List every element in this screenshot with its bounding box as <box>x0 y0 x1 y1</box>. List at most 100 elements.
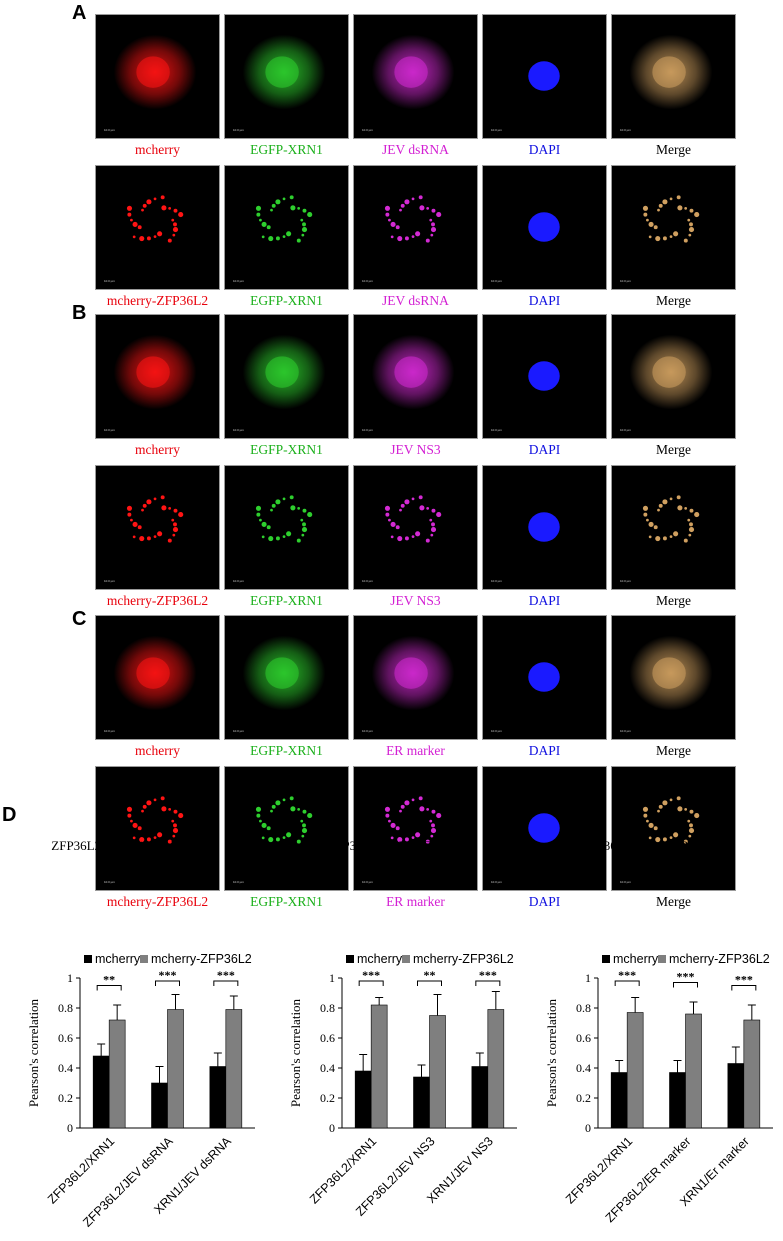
micrograph-merge: 10.0 µm <box>611 766 736 891</box>
bar-mcherry-zfp36l2 <box>487 1009 505 1129</box>
y-tick-label: 0.8 <box>58 1001 73 1015</box>
channel-label-third-channel: JEV dsRNA <box>382 142 449 157</box>
legend-swatch <box>402 955 410 963</box>
channel-label-merge: Merge <box>656 593 691 608</box>
channel-label-mcherry: mcherry <box>135 142 180 157</box>
scale-bar-label: 10.0 µm <box>233 579 244 583</box>
scale-bar-label: 10.0 µm <box>233 279 244 283</box>
bar-mcherry <box>354 1070 372 1129</box>
significance-stars: *** <box>735 973 753 987</box>
y-tick-label: 0 <box>67 1121 73 1135</box>
y-tick-label: 0 <box>585 1121 591 1135</box>
channel-label-dapi: DAPI <box>528 894 561 909</box>
scale-bar-label: 10.0 µm <box>620 428 631 432</box>
bar-chart-svg: 0 0.2 0.4 0.6 0.8 1 Pearson's correlation mcher… <box>544 952 773 1225</box>
image-row: 10.0 µm 10.0 µm 10.0 µm 10.0 µm 10.0 µm <box>95 165 740 290</box>
scale-bar-label: 10.0 µm <box>233 880 244 884</box>
y-tick-label: 0.6 <box>576 1031 591 1045</box>
image-row: 10.0 µm 10.0 µm 10.0 µm 10.0 µm 10.0 µm <box>95 314 740 439</box>
image-row: 10.0 µm 10.0 µm 10.0 µm 10.0 µm 10.0 µm <box>95 14 740 139</box>
bar-chart-svg: 0 0.2 0.4 0.6 0.8 1 Pearson's correlation mcher… <box>26 952 255 1230</box>
image-row: 10.0 µm 10.0 µm 10.0 µm 10.0 µm 10.0 µm <box>95 465 740 590</box>
significance-bracket <box>417 980 442 986</box>
chart-er: ZFP36L2/XRN1/ER maker 0 0.2 0.4 0.6 0.8 1 Pear… <box>528 838 778 1238</box>
significance-bracket <box>213 980 239 986</box>
micrograph-merge: 10.0 µm <box>611 165 736 290</box>
channel-label-row: mcherry-ZFP36L2 EGFP-XRN1 JEV NS3 DAPI Merge <box>95 590 740 612</box>
significance-bracket <box>475 980 501 986</box>
legend-swatch <box>658 955 666 963</box>
significance-bracket <box>673 982 698 988</box>
bar-mcherry-zfp36l2 <box>429 1015 446 1129</box>
channel-label-dapi: DAPI <box>528 593 561 608</box>
legend-swatch <box>602 955 610 963</box>
bar-mcherry <box>471 1066 489 1129</box>
significance-bracket <box>358 980 384 986</box>
significance-bracket <box>614 980 640 986</box>
channel-label-egfp: EGFP-XRN1 <box>250 142 323 157</box>
channel-label-merge: Merge <box>656 743 691 758</box>
channel-label-third-channel: ER marker <box>386 894 445 909</box>
channel-label-dapi: DAPI <box>528 142 561 157</box>
micrograph-dapi: 10.0 µm <box>482 314 607 439</box>
micrograph-mcherry: 10.0 µm <box>95 314 220 439</box>
legend-label: mcherry-ZFP36L2 <box>151 952 252 966</box>
legend-swatch <box>140 955 148 963</box>
panel-c-image-grid: 10.0 µm 10.0 µm 10.0 µm 10.0 µm 10.0 µm mcher… <box>95 615 740 917</box>
legend-label: mcherry-ZFP36L2 <box>669 952 770 966</box>
channel-label-third-channel: JEV NS3 <box>390 442 441 457</box>
scale-bar-label: 10.0 µm <box>362 880 373 884</box>
micrograph-egfp: 10.0 µm <box>224 14 349 139</box>
channel-label-dapi: DAPI <box>528 293 561 308</box>
micrograph-merge: 10.0 µm <box>611 615 736 740</box>
significance-bracket <box>155 980 180 986</box>
channel-label-mcherry: mcherry <box>135 743 180 758</box>
bar-mcherry <box>151 1082 168 1129</box>
micrograph-dapi: 10.0 µm <box>482 615 607 740</box>
scale-bar-label: 10.0 µm <box>491 729 502 733</box>
y-tick-label: 0 <box>329 1121 335 1135</box>
legend-label: mcherry <box>613 952 659 966</box>
y-tick-label: 0.2 <box>58 1091 73 1105</box>
micrograph-merge: 10.0 µm <box>611 14 736 139</box>
chart-title: ZFP36L2/XRN1/JEV dsRNA <box>51 838 207 853</box>
channel-label-merge: Merge <box>656 442 691 457</box>
significance-stars: *** <box>217 968 235 982</box>
significance-bracket <box>96 985 122 991</box>
y-tick-label: 1 <box>585 971 591 985</box>
image-row: 10.0 µm 10.0 µm 10.0 µm 10.0 µm 10.0 µm <box>95 615 740 740</box>
significance-stars: ** <box>103 973 115 987</box>
scale-bar-label: 10.0 µm <box>233 428 244 432</box>
bar-mcherry-zfp36l2 <box>167 1009 184 1129</box>
panel-b-image-grid: 10.0 µm 10.0 µm 10.0 µm 10.0 µm 10.0 µm mcher… <box>95 314 740 616</box>
bar-mcherry-zfp36l2 <box>743 1019 761 1129</box>
channel-label-merge: Merge <box>656 894 691 909</box>
channel-label-row: mcherry EGFP-XRN1 JEV dsRNA DAPI Merge <box>95 139 740 161</box>
y-tick-label: 0.4 <box>58 1061 73 1075</box>
micrograph-egfp: 10.0 µm <box>224 314 349 439</box>
channel-label-egfp: EGFP-XRN1 <box>250 293 323 308</box>
y-tick-label: 0.8 <box>576 1001 591 1015</box>
channel-label-egfp: EGFP-XRN1 <box>250 743 323 758</box>
panel-letter-d: D <box>2 804 17 826</box>
scale-bar-label: 10.0 µm <box>104 579 115 583</box>
y-tick-label: 0.6 <box>320 1031 335 1045</box>
scale-bar-label: 10.0 µm <box>620 880 631 884</box>
scale-bar-label: 10.0 µm <box>491 579 502 583</box>
legend-swatch <box>346 955 354 963</box>
channel-label-row: mcherry EGFP-XRN1 JEV NS3 DAPI Merge <box>95 439 740 461</box>
micrograph-merge: 10.0 µm <box>611 314 736 439</box>
legend-label: mcherry <box>357 952 403 966</box>
scale-bar-label: 10.0 µm <box>104 428 115 432</box>
significance-stars: *** <box>362 968 380 982</box>
bar-mcherry <box>92 1055 110 1129</box>
scale-bar-label: 10.0 µm <box>491 428 502 432</box>
channel-label-egfp: EGFP-XRN1 <box>250 593 323 608</box>
scale-bar-label: 10.0 µm <box>620 128 631 132</box>
channel-label-mcherry: mcherry-ZFP36L2 <box>106 894 209 909</box>
scale-bar-label: 10.0 µm <box>620 279 631 283</box>
micrograph-mcherry: 10.0 µm <box>95 615 220 740</box>
channel-label-third-channel: JEV NS3 <box>390 593 441 608</box>
channel-label-mcherry: mcherry <box>135 442 180 457</box>
scale-bar-label: 10.0 µm <box>104 880 115 884</box>
